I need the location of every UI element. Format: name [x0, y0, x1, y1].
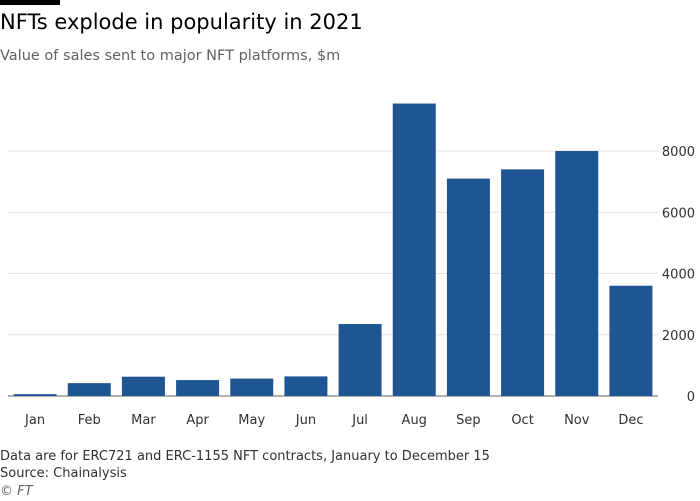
x-tick-label: Jun	[295, 413, 316, 428]
bar-sep	[446, 178, 490, 396]
chart-title: NFTs explode in popularity in 2021	[0, 10, 363, 34]
x-tick-label: Jan	[24, 413, 45, 428]
x-tick-labels: Jan Feb Mar Apr May Jun Jul Aug Sep Oct Nov Dec	[24, 413, 643, 428]
source-note: Source: Chainalysis	[0, 466, 127, 481]
gridlines	[8, 150, 658, 397]
bar-may	[230, 378, 274, 396]
y-tick-label: 0	[687, 390, 695, 405]
bar-jan	[13, 394, 57, 396]
bar-jun	[284, 376, 328, 396]
y-tick-label: 2000	[662, 329, 695, 344]
bar-jul	[338, 324, 382, 396]
y-tick-labels: 0 2000 4000 6000 8000	[662, 145, 695, 405]
bar-feb	[67, 383, 111, 396]
x-tick-label: Oct	[511, 413, 533, 428]
bar-apr	[176, 380, 220, 396]
bars	[13, 103, 653, 396]
bar-oct	[501, 169, 545, 396]
x-tick-label: Nov	[564, 413, 590, 428]
x-tick-label: Sep	[456, 413, 481, 428]
x-tick-label: May	[238, 413, 265, 428]
y-tick-label: 4000	[662, 268, 695, 283]
x-tick-label: Feb	[78, 413, 101, 428]
bar-nov	[555, 151, 599, 396]
y-tick-label: 6000	[662, 206, 695, 221]
x-tick-label: Apr	[186, 413, 209, 428]
y-tick-label: 8000	[662, 145, 695, 160]
x-tick-label: Aug	[402, 413, 427, 428]
bar-dec	[609, 285, 653, 396]
bar-mar	[121, 376, 165, 396]
x-tick-label: Jul	[351, 413, 368, 428]
x-tick-label: Dec	[618, 413, 643, 428]
bar-aug	[392, 103, 436, 396]
brand-bar	[0, 0, 60, 5]
chart-subtitle: Value of sales sent to major NFT platfor…	[0, 48, 341, 64]
copyright-credit: © FT	[0, 484, 33, 499]
footnote: Data are for ERC721 and ERC-1155 NFT con…	[0, 449, 490, 464]
x-tick-label: Mar	[131, 413, 156, 428]
